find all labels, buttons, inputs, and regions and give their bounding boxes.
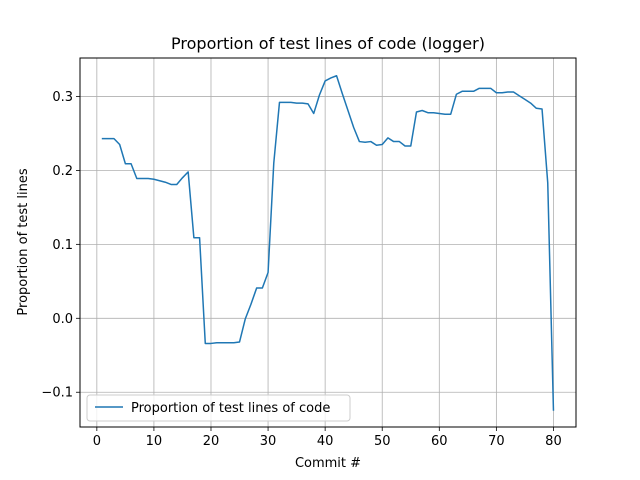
x-tick-label: 60 bbox=[431, 434, 448, 449]
x-tick-label: 20 bbox=[203, 434, 220, 449]
x-tick-label: 0 bbox=[93, 434, 101, 449]
ticks: 0 10 20 30 40 50 60 70 80 −0.1 0.0 0.1 0.2 0.3 bbox=[41, 90, 561, 449]
legend-label: Proportion of test lines of code bbox=[131, 401, 330, 416]
series-layer bbox=[101, 75, 555, 411]
plot-frame bbox=[79, 57, 577, 428]
series-line bbox=[101, 75, 555, 411]
legend: Proportion of test lines of code bbox=[86, 394, 351, 422]
chart-title: Proportion of test lines of code (logger… bbox=[171, 34, 485, 53]
y-tick-label: 0.2 bbox=[52, 164, 73, 179]
x-axis-label: Commit # bbox=[295, 456, 361, 471]
x-tick-label: 40 bbox=[317, 434, 334, 449]
y-tick-label: 0.0 bbox=[52, 312, 73, 327]
plot-area bbox=[80, 58, 576, 427]
y-tick-label: 0.1 bbox=[52, 238, 73, 253]
x-tick-label: 10 bbox=[146, 434, 163, 449]
y-tick-label: −0.1 bbox=[41, 386, 73, 401]
x-tick-label: 80 bbox=[545, 434, 562, 449]
x-tick-label: 30 bbox=[260, 434, 277, 449]
legend-box bbox=[86, 394, 351, 422]
x-tick-label: 70 bbox=[488, 434, 505, 449]
y-axis-label: Proportion of test lines bbox=[16, 168, 31, 315]
x-tick-label: 50 bbox=[374, 434, 391, 449]
y-tick-label: 0.3 bbox=[52, 90, 73, 105]
grid bbox=[80, 58, 576, 427]
